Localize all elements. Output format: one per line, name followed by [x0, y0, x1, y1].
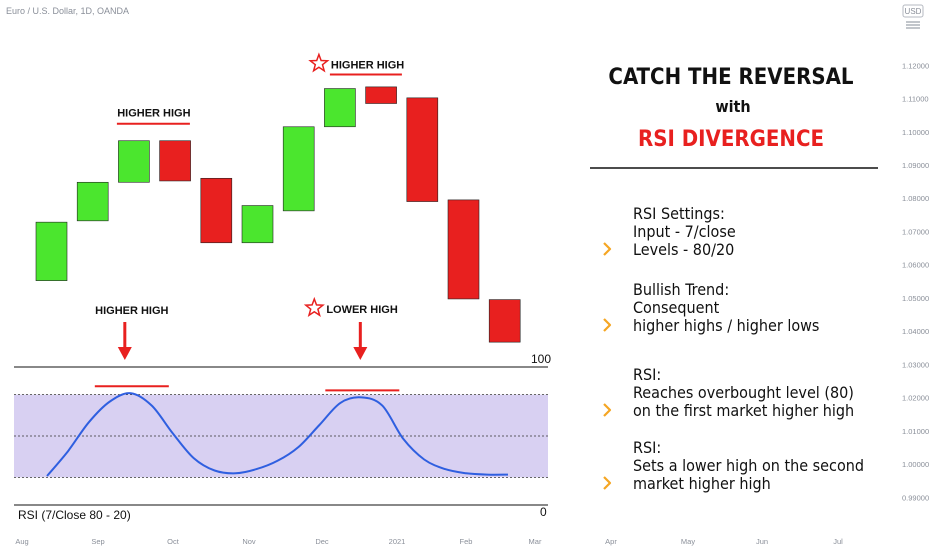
time-axis: Aug Sep Oct Nov Dec 2021 Feb Mar Apr May Jun Jul — [15, 537, 843, 546]
panel-title: CATCH THE REVERSAL — [608, 65, 854, 90]
rsi-title: RSI (7/Close 80 - 20) — [18, 508, 131, 522]
time-tick-label: Jun — [756, 537, 768, 546]
price-tick-label: 1.09000 — [902, 161, 929, 170]
rsi-line — [46, 392, 509, 477]
time-tick-label: Mar — [529, 537, 542, 546]
chevron-right-icon — [603, 403, 612, 417]
price-tick-label: 1.03000 — [902, 360, 929, 369]
bullet-text-line: RSI Settings: — [633, 204, 725, 223]
bullet-text-line: market higher high — [633, 474, 771, 493]
bullet-text-line: Consequent — [633, 298, 720, 317]
time-tick-label: Dec — [315, 537, 329, 546]
price-tick-label: 1.11000 — [902, 95, 929, 104]
rsi-label-0: 0 — [540, 505, 547, 519]
bullet-text-line: Reaches overbought level (80) — [633, 383, 854, 402]
bull-candle — [282, 126, 315, 212]
price-tick-label: 1.04000 — [902, 327, 929, 336]
time-tick-label: Apr — [605, 537, 617, 546]
rsi-levels — [14, 394, 548, 478]
arrow-head — [353, 347, 368, 360]
chevron-right-icon — [603, 318, 612, 332]
lower-high-label: LOWER HIGH — [326, 304, 398, 316]
price-tick-label: 1.00000 — [902, 460, 929, 469]
bullet-text-line: Input - 7/close — [633, 222, 736, 241]
rsi-label-100: 100 — [531, 352, 551, 366]
time-tick-label: Oct — [167, 537, 180, 546]
bull-candle — [324, 88, 356, 128]
higher-high-label: HIGHER HIGH — [117, 108, 190, 120]
price-tick-label: 1.01000 — [902, 427, 929, 436]
price-tick-label: 0.99000 — [902, 493, 929, 502]
bull-candle — [35, 221, 68, 281]
bullet-text-line: Levels - 80/20 — [633, 240, 734, 259]
bullet-text-line: Sets a lower high on the second — [633, 456, 864, 475]
bear-candle — [365, 86, 397, 104]
bear-candle — [447, 199, 480, 300]
price-tick-label: 1.05000 — [902, 294, 929, 303]
time-tick-label: 2021 — [389, 537, 406, 546]
time-tick-label: Nov — [242, 537, 256, 546]
rsi-pane: 100 0 RSI (7/Close 80 - 20) HIGHER HIGH L… — [14, 296, 551, 522]
panel-subtitle: with — [715, 97, 750, 116]
time-tick-label: Sep — [91, 537, 104, 546]
price-tick-label: 1.08000 — [902, 194, 929, 203]
price-tick-label: 1.07000 — [902, 227, 929, 236]
bull-candle — [118, 140, 150, 183]
star-icon — [308, 52, 330, 73]
panel-highlight: RSI DIVERGENCE — [638, 127, 824, 152]
star-icon — [303, 296, 325, 318]
currency-badge[interactable]: USD — [902, 4, 924, 18]
time-tick-label: May — [681, 537, 695, 546]
bull-candle — [76, 181, 109, 222]
bear-candle — [200, 177, 233, 244]
bear-candle — [488, 299, 521, 343]
bear-candle — [159, 140, 191, 182]
price-axis: 1.12000 1.11000 1.10000 1.09000 1.08000 1.070… — [902, 61, 929, 502]
hamburger-icon[interactable] — [906, 21, 920, 29]
time-tick-label: Feb — [460, 537, 473, 546]
bullet-text-line: RSI: — [633, 365, 661, 384]
candlestick-series — [35, 86, 521, 343]
bullet-text-line: Bullish Trend: — [633, 280, 729, 299]
chevron-right-icon — [603, 242, 612, 256]
symbol-title: Euro / U.S. Dollar, 1D, OANDA — [6, 6, 129, 16]
bull-candle — [241, 205, 274, 244]
time-tick-label: Aug — [15, 537, 28, 546]
info-panel: CATCH THE REVERSAL with RSI DIVERGENCE R… — [590, 65, 878, 493]
bear-candle — [406, 97, 439, 202]
price-tick-label: 1.02000 — [902, 394, 929, 403]
price-tick-label: 1.10000 — [902, 128, 929, 137]
rsi-annotations: HIGHER HIGH LOWER HIGH — [94, 296, 400, 392]
bullet-text-line: higher highs / higher lows — [633, 316, 819, 335]
higher-high-label: HIGHER HIGH — [95, 305, 168, 317]
price-annotations: HIGHER HIGH HIGHER HIGH — [116, 52, 404, 125]
time-tick-label: Jul — [833, 537, 843, 546]
currency-badge-label: USD — [905, 7, 922, 16]
chevron-right-icon — [603, 476, 612, 490]
price-tick-label: 1.06000 — [902, 261, 929, 270]
higher-high-label: HIGHER HIGH — [331, 60, 404, 72]
price-tick-label: 1.12000 — [902, 61, 929, 70]
bullet-text-line: on the first market higher high — [633, 401, 854, 420]
arrow-head — [117, 347, 132, 360]
bullet-text-line: RSI: — [633, 438, 661, 457]
